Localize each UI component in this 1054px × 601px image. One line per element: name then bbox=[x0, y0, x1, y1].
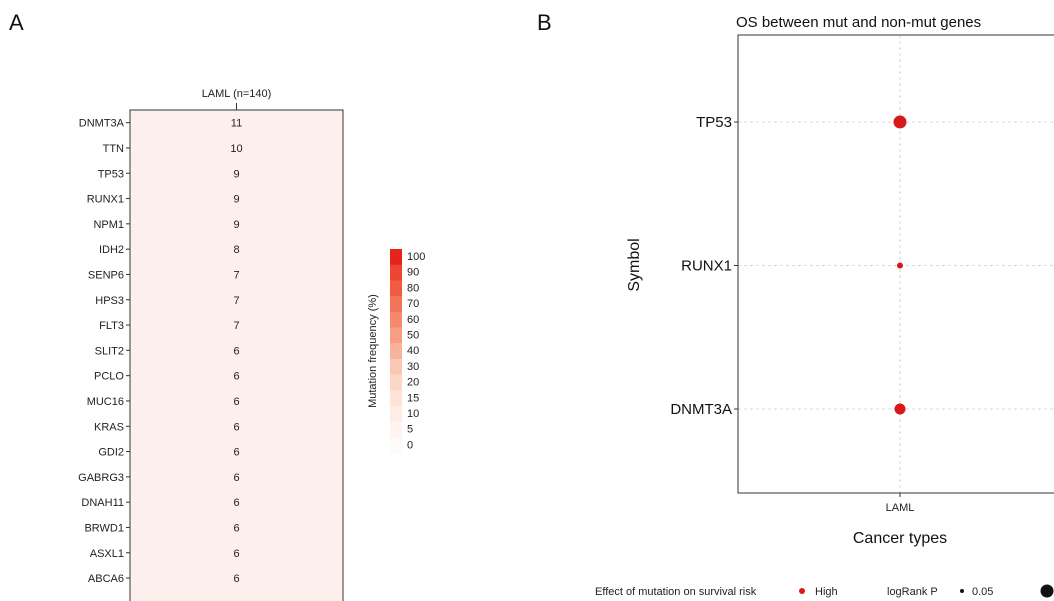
legend-effect-title: Effect of mutation on survival risk bbox=[595, 586, 757, 598]
legend-tick-label: 5 bbox=[407, 424, 413, 436]
legend-swatch bbox=[390, 390, 402, 407]
heatmap-row-label: NPM1 bbox=[93, 219, 124, 231]
y-axis-label: Symbol bbox=[626, 238, 643, 291]
legend-tick-label: 15 bbox=[407, 392, 419, 404]
heatmap-row-label: DNMT3A bbox=[79, 118, 125, 130]
legend-tick-label: 90 bbox=[407, 267, 419, 279]
heatmap-cell-value: 6 bbox=[233, 371, 239, 383]
legend-swatch bbox=[390, 327, 402, 344]
heatmap-row-label: GABRG3 bbox=[78, 472, 124, 484]
heatmap-cell-value: 6 bbox=[233, 573, 239, 585]
legend-swatch bbox=[390, 374, 402, 391]
legend-size-item: 0.05 bbox=[972, 586, 993, 598]
legend-tick-label: 50 bbox=[407, 330, 419, 342]
panel-label-b: B bbox=[537, 10, 552, 35]
heatmap-row-label: ABCA6 bbox=[88, 573, 124, 585]
legend-swatch bbox=[390, 421, 402, 438]
heatmap-cell-value: 11 bbox=[231, 118, 242, 130]
legend-tick-label: 80 bbox=[407, 282, 419, 294]
legend-tick-label: 70 bbox=[407, 298, 419, 310]
legend-size-dot-large bbox=[1040, 584, 1054, 598]
heatmap-cell-value: 7 bbox=[233, 295, 239, 307]
heatmap-row-label: TTN bbox=[103, 143, 124, 155]
legend-swatch bbox=[390, 280, 402, 297]
x-axis-label: Cancer types bbox=[853, 530, 947, 547]
legend-tick-label: 40 bbox=[407, 345, 419, 357]
legend-swatch bbox=[390, 358, 402, 375]
legend-tick-label: 10 bbox=[407, 408, 419, 420]
heatmap-cell-value: 6 bbox=[233, 548, 239, 560]
legend-size-title: logRank P bbox=[887, 586, 938, 598]
heatmap-cell-value: 6 bbox=[233, 472, 239, 484]
legend-swatch bbox=[390, 406, 402, 422]
heatmap-cell-value: 6 bbox=[233, 447, 239, 459]
heatmap-cell-value: 7 bbox=[233, 269, 239, 281]
heatmap-row-label: KRAS bbox=[94, 421, 124, 433]
legend-tick-label: 20 bbox=[407, 377, 419, 389]
heatmap-border bbox=[129, 109, 344, 601]
heatmap-cells bbox=[130, 110, 343, 601]
y-tick-label: DNMT3A bbox=[670, 401, 732, 418]
y-tick-label: TP53 bbox=[696, 114, 732, 131]
legend-tick-label: 60 bbox=[407, 314, 419, 326]
panel-label-a: A bbox=[9, 10, 24, 35]
legend-swatch bbox=[390, 437, 402, 454]
heatmap-cell-value: 9 bbox=[233, 194, 239, 206]
legend-effect-item: High bbox=[815, 586, 838, 598]
data-point bbox=[897, 262, 903, 269]
x-tick-label: LAML bbox=[886, 502, 915, 514]
heatmap-row-label: DNAH11 bbox=[81, 497, 124, 509]
legend-tick-label: 30 bbox=[407, 361, 419, 373]
legend-size-dot-small bbox=[960, 589, 964, 593]
heatmap-row-label: SENP6 bbox=[88, 269, 124, 281]
heatmap-row-label: FLT3 bbox=[99, 320, 124, 332]
heatmap-cell-value: 6 bbox=[233, 421, 239, 433]
heatmap-row-label: RUNX1 bbox=[87, 194, 124, 206]
heatmap-row-label: ASXL1 bbox=[90, 548, 124, 560]
data-point bbox=[893, 115, 907, 129]
legend-swatch bbox=[390, 343, 402, 360]
heatmap-cell-value: 9 bbox=[233, 219, 239, 231]
heatmap-cell-value: 9 bbox=[233, 168, 239, 180]
data-point bbox=[894, 403, 906, 415]
legend-swatch bbox=[390, 249, 402, 265]
heatmap-cell-value: 6 bbox=[233, 497, 239, 509]
legend-swatch bbox=[390, 264, 402, 281]
legend-title: Mutation frequency (%) bbox=[367, 294, 379, 408]
mutation-frequency-heatmap: LAML (n=140) DNMT3A 11 TTN 10 TP53 9 RUNX1 9 NPM1… bbox=[78, 88, 425, 601]
heatmap-row-label: HPS3 bbox=[95, 295, 124, 307]
heatmap-cell-value: 6 bbox=[233, 522, 239, 534]
heatmap-row-label: MUC16 bbox=[87, 396, 124, 408]
plot-border bbox=[737, 34, 1054, 494]
heatmap-row-label: GDI2 bbox=[98, 447, 124, 459]
legend-effect-dot bbox=[799, 588, 805, 594]
heatmap-cell-value: 10 bbox=[230, 143, 242, 155]
legend-swatch bbox=[390, 311, 402, 328]
heatmap-cell-value: 8 bbox=[233, 244, 239, 256]
heatmap-cell-value: 6 bbox=[233, 396, 239, 408]
heatmap-row-label: PCLO bbox=[94, 371, 124, 383]
heatmap-cell-value: 7 bbox=[233, 320, 239, 332]
legend-tick-label: 0 bbox=[407, 439, 413, 451]
heatmap-cell-value: 6 bbox=[233, 345, 239, 357]
heatmap-row-label: SLIT2 bbox=[95, 345, 124, 357]
survival-risk-dot-plot: OS between mut and non-mut genes TP53 RUNX… bbox=[595, 14, 1054, 598]
legend-swatch bbox=[390, 296, 402, 313]
y-tick-label: RUNX1 bbox=[681, 258, 732, 275]
heatmap-row-label: IDH2 bbox=[99, 244, 124, 256]
heatmap-row-label: BRWD1 bbox=[84, 522, 124, 534]
heatmap-row-label: TP53 bbox=[98, 168, 124, 180]
heatmap-column-label: LAML (n=140) bbox=[202, 88, 272, 100]
legend-tick-label: 100 bbox=[407, 251, 425, 263]
plot-title: OS between mut and non-mut genes bbox=[736, 14, 981, 31]
